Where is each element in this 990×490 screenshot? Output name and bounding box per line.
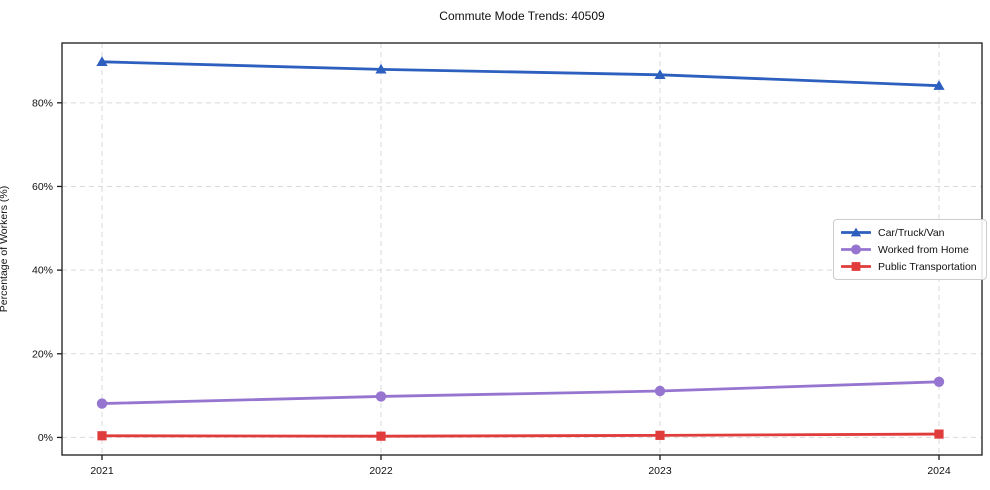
data-point-square [934, 429, 944, 439]
legend-item: Public Transportation [841, 259, 977, 274]
y-tick-label: 60% [32, 181, 53, 193]
legend-item: Worked from Home [841, 242, 977, 257]
legend-item: Car/Truck/Van [841, 225, 977, 240]
data-point-square [97, 431, 107, 441]
data-point-triangle [96, 56, 108, 67]
series-line-public-transportation [100, 432, 941, 438]
legend-circle-marker-icon [841, 244, 871, 255]
legend-label: Public Transportation [878, 260, 977, 273]
legend-label: Worked from Home [878, 243, 969, 256]
data-point-triangle [654, 69, 666, 79]
legend: Car/Truck/Van Worked from Home Public Tran… [833, 219, 987, 280]
data-point-triangle [375, 63, 387, 74]
legend-square-marker-icon [841, 262, 871, 271]
x-tick-label: 2023 [648, 465, 672, 477]
data-point-square [376, 431, 386, 441]
y-tick-label: 40% [32, 265, 53, 277]
x-tick-label: 2024 [927, 465, 951, 477]
series-line-car-truck-van [100, 60, 941, 88]
legend-label: Car/Truck/Van [878, 226, 945, 239]
series-line-worked-from-home [100, 380, 941, 405]
x-tick-label: 2021 [90, 465, 114, 477]
data-point-triangle [933, 80, 945, 90]
data-point-square [655, 430, 665, 440]
x-tick-label: 2022 [369, 465, 393, 477]
y-tick-label: 80% [32, 97, 53, 109]
chart-title: Commute Mode Trends: 40509 [439, 9, 605, 23]
y-tick-label: 20% [32, 348, 53, 360]
data-point-circle [933, 376, 945, 388]
data-point-circle [654, 385, 666, 397]
data-point-circle [375, 391, 387, 402]
legend-triangle-marker-icon [841, 227, 871, 237]
data-point-circle [96, 398, 108, 409]
y-tick-label: 0% [38, 432, 53, 444]
